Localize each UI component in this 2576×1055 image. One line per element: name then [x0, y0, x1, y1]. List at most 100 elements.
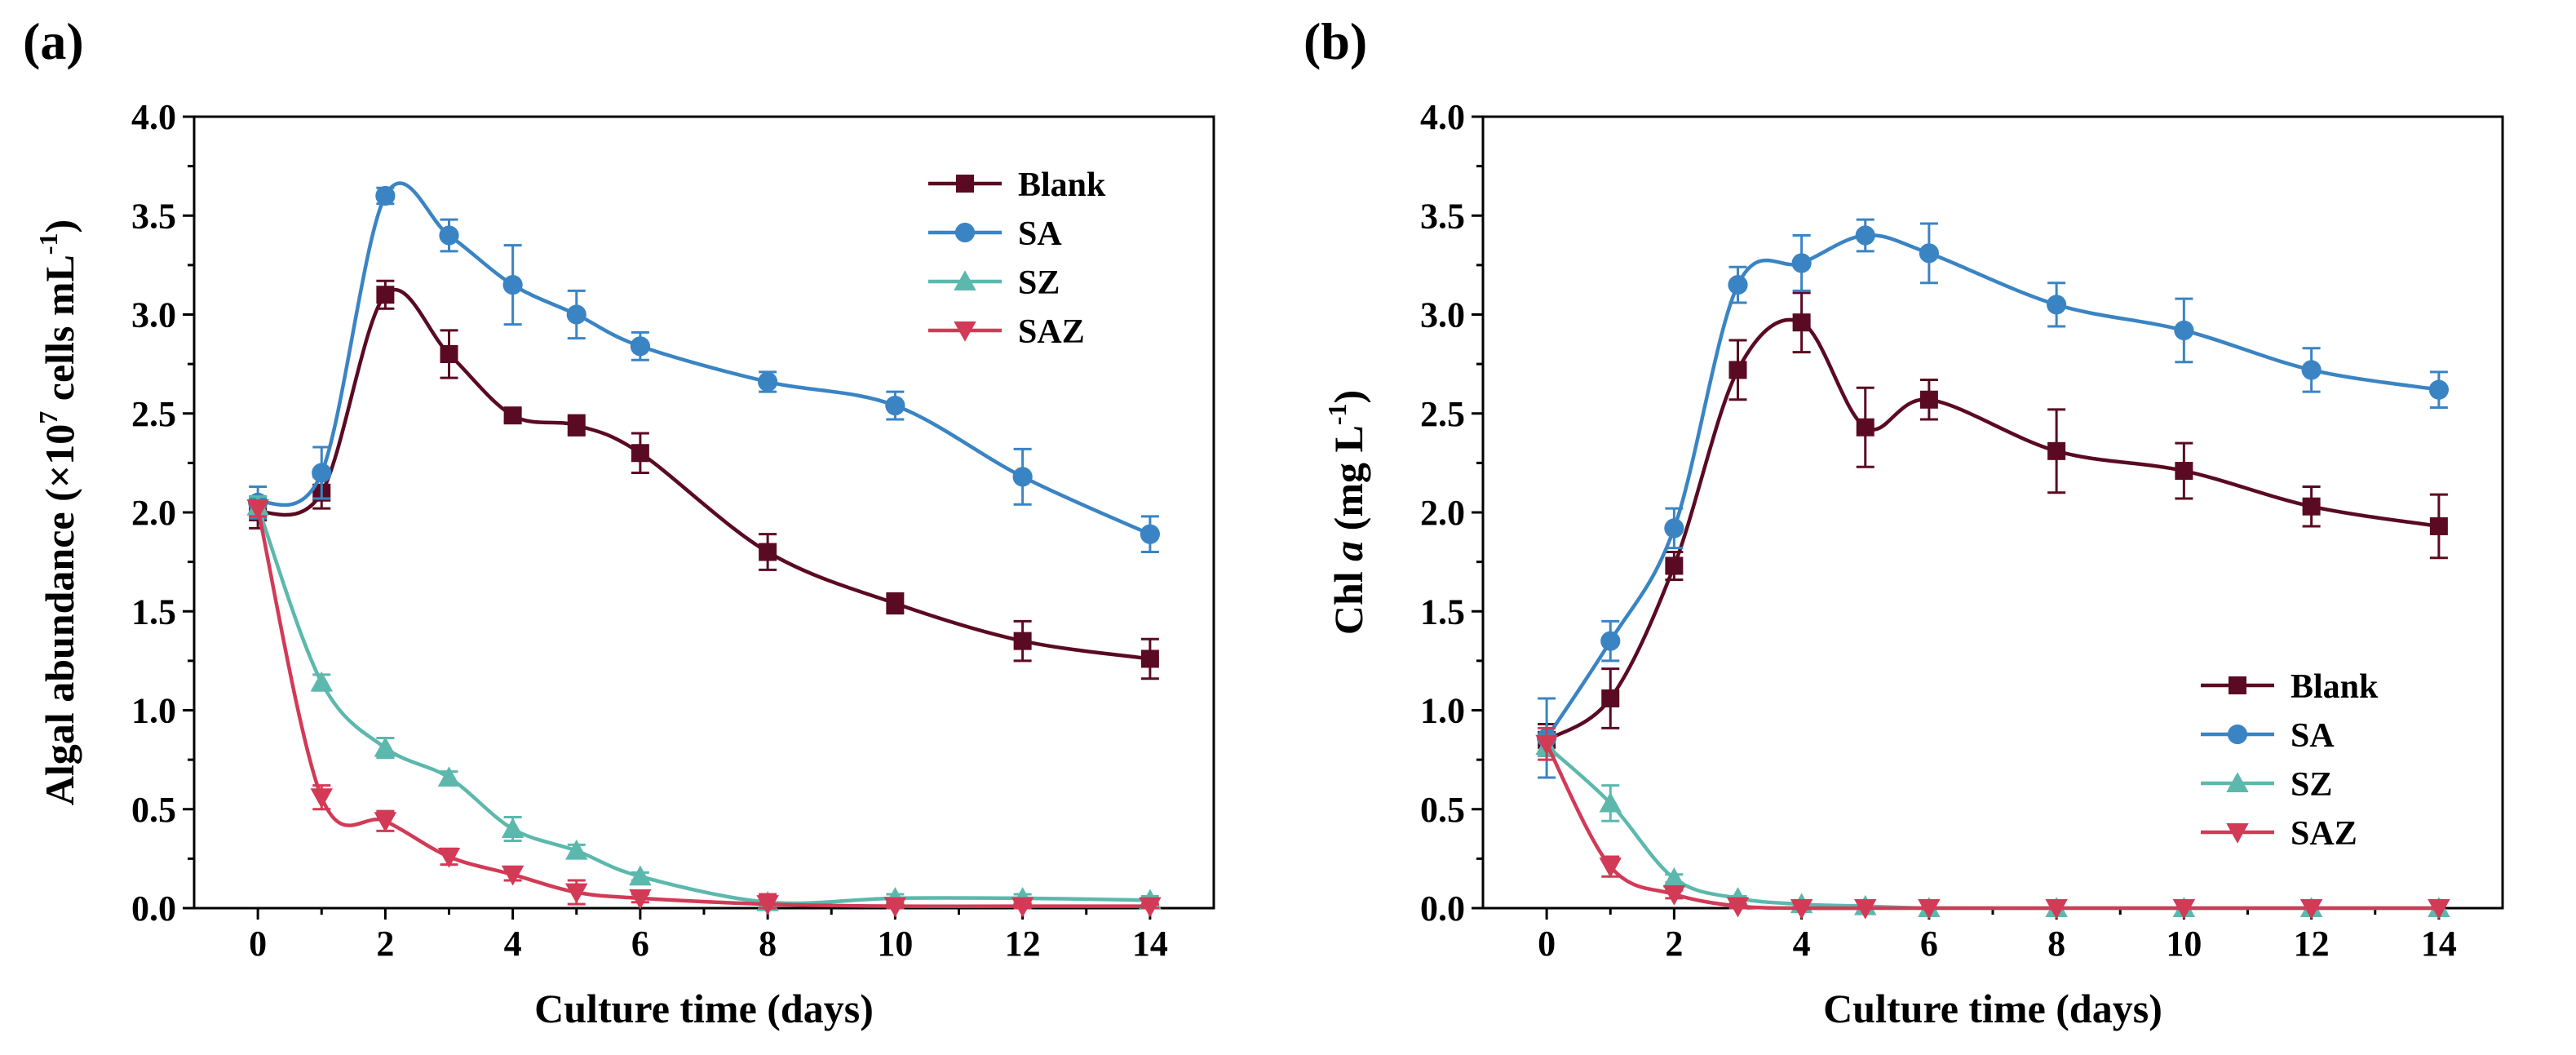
legend-marker: [954, 270, 976, 290]
y-tick-label: 2.5: [131, 394, 176, 434]
x-tick-label: 2: [376, 924, 394, 964]
data-point: [1664, 518, 1684, 539]
legend-marker: [954, 321, 976, 342]
series-sz: [246, 494, 1162, 911]
legend: Blank SA SZ SAZ: [2201, 668, 2379, 853]
legend-entry: Blank: [1018, 166, 1106, 204]
data-point: [1792, 313, 1811, 332]
x-tick-label: 6: [1920, 924, 1938, 964]
data-point: [1662, 885, 1686, 906]
data-point: [1856, 418, 1874, 437]
data-point: [437, 847, 461, 868]
legend-marker: [954, 222, 976, 243]
data-point: [501, 818, 524, 838]
data-point: [629, 865, 652, 886]
y-tick-label: 2.5: [1420, 394, 1465, 434]
data-point: [310, 671, 333, 692]
data-point: [376, 286, 395, 304]
legend-marker: [956, 175, 974, 193]
data-point: [501, 865, 524, 886]
data-point: [1601, 689, 1620, 707]
data-point: [246, 499, 269, 520]
data-point: [758, 371, 778, 392]
y-tick-label: 2.0: [1420, 493, 1465, 533]
data-point: [565, 839, 588, 860]
data-point: [631, 444, 649, 463]
x-axis-title: Culture time (days): [1823, 986, 2162, 1031]
x-tick-label: 10: [877, 924, 913, 964]
data-point: [374, 812, 397, 833]
legend-marker: [2226, 823, 2249, 844]
series-saz: [1535, 726, 2450, 920]
data-point: [885, 395, 905, 416]
data-point: [2429, 516, 2448, 535]
y-tick-label: 3.5: [131, 196, 176, 236]
data-point: [1599, 791, 1622, 813]
chart-panel-b: (b) 0.0 0.5 1.0 1.5 2.0 2.5 3.0 3.5 4.0 0 2 4 6 8 10 12 1…: [1303, 12, 2504, 1031]
data-point: [1790, 899, 1813, 920]
x-tick-label: 12: [1005, 924, 1041, 964]
x-tick-label: 8: [759, 924, 777, 964]
data-point: [1919, 243, 1939, 264]
data-point: [567, 416, 586, 435]
data-point: [2428, 899, 2450, 920]
y-axis-title: Chl a (mg L-1): [1322, 390, 1371, 635]
data-point: [1918, 899, 1941, 920]
data-point: [440, 345, 458, 363]
data-point: [1599, 858, 1622, 878]
y-tick-label: 1.0: [131, 691, 176, 731]
x-tick-label: 8: [2047, 924, 2065, 964]
x-axis-title: Culture time (days): [534, 986, 874, 1031]
data-point: [2047, 441, 2066, 460]
legend: Blank SA SZ SAZ: [928, 166, 1106, 351]
legend-entry: SA: [1018, 215, 1062, 253]
data-point: [1854, 899, 1877, 920]
series-blank: [1538, 291, 2448, 757]
x-tick-label: 10: [2166, 924, 2202, 964]
series-line: [255, 505, 1150, 906]
legend-marker: [2227, 724, 2248, 745]
data-point: [759, 543, 777, 561]
data-point: [1919, 390, 1938, 409]
series-line: [1545, 742, 2439, 911]
y-tick-label: 2.0: [131, 493, 176, 533]
data-point: [1535, 734, 1558, 756]
data-point: [1665, 556, 1684, 575]
data-point: [883, 897, 907, 918]
y-tick-label: 3.0: [131, 295, 176, 335]
y-tick-label: 0.5: [131, 790, 176, 830]
legend-entry: SAZ: [2291, 815, 2357, 853]
data-point: [630, 336, 650, 357]
x-tick-label: 0: [249, 924, 267, 964]
data-point: [1140, 524, 1160, 544]
data-point: [2174, 320, 2194, 340]
legend-entry: SZ: [1018, 264, 1060, 302]
legend-marker: [2229, 676, 2246, 694]
data-point: [502, 275, 523, 295]
x-tick-label: 14: [2421, 924, 2457, 964]
data-point: [886, 594, 905, 613]
series-line: [255, 508, 1150, 909]
data-point: [2045, 899, 2068, 920]
data-point: [2172, 899, 2196, 920]
data-point: [1728, 275, 1748, 295]
data-point: [1728, 361, 1747, 379]
data-point: [1600, 631, 1621, 651]
data-point: [566, 304, 586, 325]
data-point: [2428, 379, 2449, 400]
data-point: [2047, 295, 2067, 315]
data-point: [310, 788, 333, 809]
legend-marker: [2226, 772, 2249, 792]
data-point: [1726, 897, 1750, 918]
y-tick-label: 3.5: [1420, 196, 1465, 236]
data-point: [756, 895, 779, 915]
data-point: [1013, 632, 1032, 650]
data-point: [1011, 897, 1034, 918]
data-point: [629, 889, 652, 910]
data-point: [1662, 867, 1686, 888]
y-tick-label: 3.0: [1420, 295, 1465, 335]
data-point: [1012, 467, 1033, 487]
y-tick-label: 1.5: [1420, 592, 1465, 632]
data-point: [2299, 899, 2323, 920]
